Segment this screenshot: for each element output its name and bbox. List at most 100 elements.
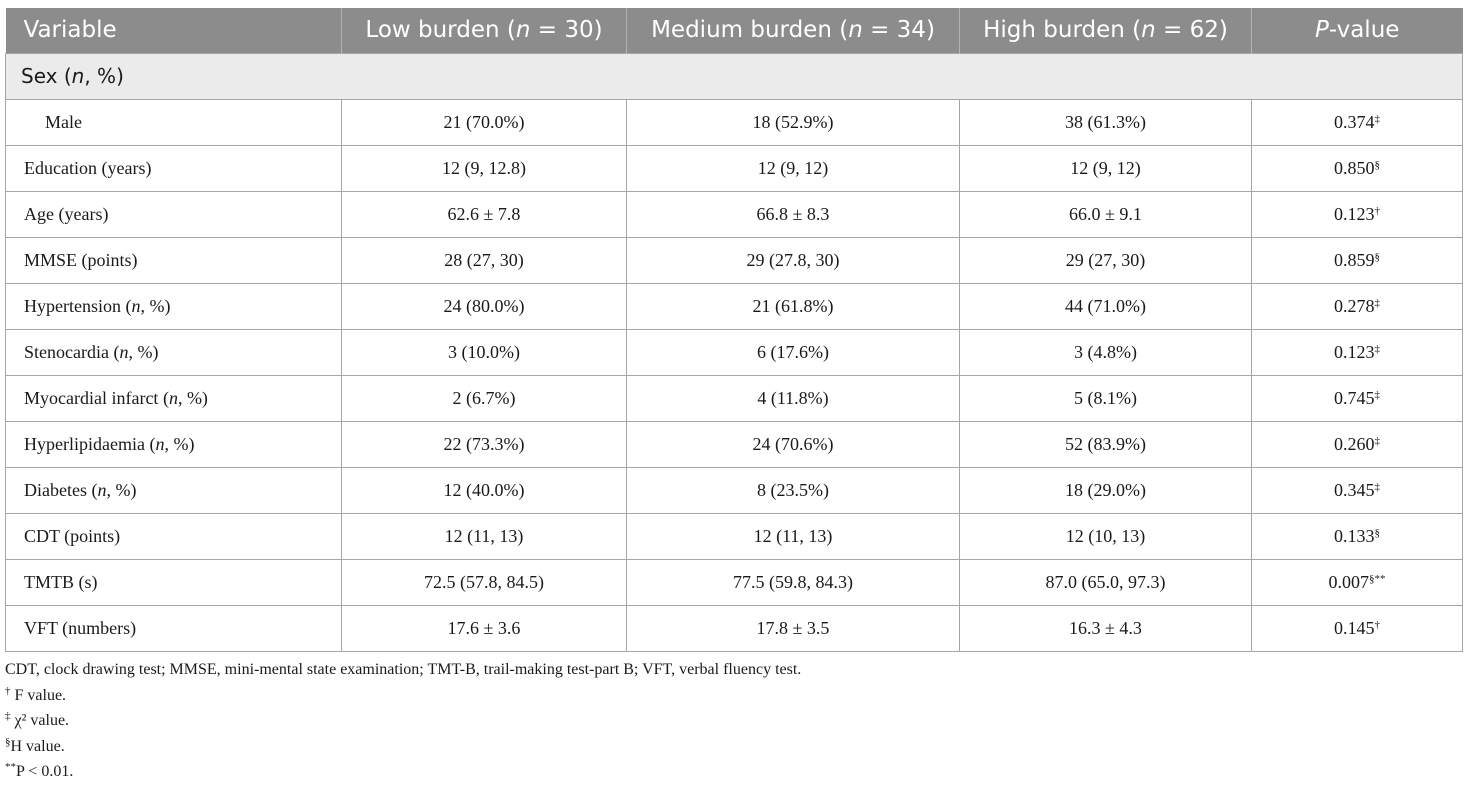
low-burden-cell: 28 (27, 30) (341, 236, 627, 284)
table-row: Education (years) 12 (9, 12.8) 12 (9, 12) 1… (5, 144, 1463, 192)
p-value-cell: 0.345‡ (1251, 466, 1463, 514)
variable-cell: TMTB (s) (5, 558, 342, 606)
p-value-cell: 0.850§ (1251, 144, 1463, 192)
p-value-cell: 0.123‡ (1251, 328, 1463, 376)
p-value-mark: ‡ (1374, 342, 1381, 355)
section-label: Sex (n, %) (5, 52, 1463, 100)
variable-cell: CDT (points) (5, 512, 342, 560)
footnote-mark: § (5, 735, 11, 748)
p-value-cell: 0.374‡ (1251, 98, 1463, 146)
medium-burden-cell: 24 (70.6%) (626, 420, 960, 468)
table-row: Diabetes (n, %) 12 (40.0%) 8 (23.5%) 18 (29… (5, 466, 1463, 514)
medium-burden-cell: 17.8 ± 3.5 (626, 604, 960, 652)
table-row: Male 21 (70.0%) 18 (52.9%) 38 (61.3%) 0.374‡ (5, 98, 1463, 146)
p-value-mark: ‡ (1374, 296, 1381, 309)
high-burden-cell: 44 (71.0%) (959, 282, 1252, 330)
header-medium-burden: Medium burden (n = 34) (626, 8, 960, 53)
data-table: Variable Low burden (n = 30) Medium burden… (5, 8, 1463, 652)
low-burden-cell: 22 (73.3%) (341, 420, 627, 468)
section-row-sex: Sex (n, %) (5, 52, 1463, 100)
footnote: **P < 0.01. (5, 761, 74, 781)
table-row: VFT (numbers) 17.6 ± 3.6 17.8 ± 3.5 16.3 ± … (5, 604, 1463, 652)
low-burden-cell: 72.5 (57.8, 84.5) (341, 558, 627, 606)
variable-cell: VFT (numbers) (5, 604, 342, 652)
p-value-mark: § (1374, 250, 1381, 263)
medium-burden-cell: 18 (52.9%) (626, 98, 960, 146)
header-variable: Variable (5, 8, 342, 53)
variable-cell: Male (5, 98, 342, 146)
high-burden-cell: 38 (61.3%) (959, 98, 1252, 146)
p-value-mark: ‡ (1374, 434, 1381, 447)
footnote-list: † F value. ‡ χ² value. §H value. **P < 0.01… (5, 683, 801, 785)
p-value-mark: † (1374, 618, 1381, 631)
medium-burden-cell: 6 (17.6%) (626, 328, 960, 376)
variable-cell: Stenocardia (n, %) (5, 328, 342, 376)
footnote-mark: ** (5, 761, 16, 773)
p-value-cell: 0.133§ (1251, 512, 1463, 560)
low-burden-cell: 2 (6.7%) (341, 374, 627, 422)
high-burden-cell: 3 (4.8%) (959, 328, 1252, 376)
table-row: Age (years) 62.6 ± 7.8 66.8 ± 8.3 66.0 ± 9.… (5, 190, 1463, 238)
low-burden-cell: 12 (11, 13) (341, 512, 627, 560)
medium-burden-cell: 4 (11.8%) (626, 374, 960, 422)
p-value-mark: ‡ (1374, 388, 1381, 401)
footnote: §H value. (5, 735, 65, 755)
variable-cell: Hyperlipidaemia (n, %) (5, 420, 342, 468)
footnote: ‡ χ² value. (5, 710, 70, 730)
high-burden-cell: 18 (29.0%) (959, 466, 1252, 514)
header-high-burden: High burden (n = 62) (959, 8, 1252, 53)
variable-cell: Myocardial infarct (n, %) (5, 374, 342, 422)
table-row: MMSE (points) 28 (27, 30) 29 (27.8, 30) 29 … (5, 236, 1463, 284)
medium-burden-cell: 29 (27.8, 30) (626, 236, 960, 284)
p-value-cell: 0.859§ (1251, 236, 1463, 284)
p-value-cell: 0.278‡ (1251, 282, 1463, 330)
low-burden-cell: 12 (9, 12.8) (341, 144, 627, 192)
high-burden-cell: 52 (83.9%) (959, 420, 1252, 468)
p-value-mark: § (1374, 526, 1381, 539)
medium-burden-cell: 77.5 (59.8, 84.3) (626, 558, 960, 606)
abbreviations-note: CDT, clock drawing test; MMSE, mini-ment… (5, 661, 802, 678)
p-value-cell: 0.007§** (1251, 558, 1463, 606)
p-value-mark: ‡ (1374, 112, 1381, 125)
header-row: Variable Low burden (n = 30) Medium burden… (5, 8, 1463, 53)
high-burden-cell: 12 (9, 12) (959, 144, 1252, 192)
variable-cell: Hypertension (n, %) (5, 282, 342, 330)
p-value-mark: ‡ (1374, 480, 1381, 493)
medium-burden-cell: 8 (23.5%) (626, 466, 960, 514)
variable-cell: Diabetes (n, %) (5, 466, 342, 514)
table-body: Sex (n, %) Male 21 (70.0%) 18 (52.9%) 38 (6… (5, 52, 1463, 652)
table-row: Hypertension (n, %) 24 (80.0%) 21 (61.8%) 4… (5, 282, 1463, 330)
p-value-cell: 0.260‡ (1251, 420, 1463, 468)
high-burden-cell: 16.3 ± 4.3 (959, 604, 1252, 652)
p-value-mark: § (1374, 158, 1381, 171)
low-burden-cell: 12 (40.0%) (341, 466, 627, 514)
p-value-cell: 0.745‡ (1251, 374, 1463, 422)
p-value-mark: † (1374, 204, 1381, 217)
variable-cell: MMSE (points) (5, 236, 342, 284)
variable-cell: Age (years) (5, 190, 342, 238)
table-footnotes: CDT, clock drawing test; MMSE, mini-ment… (5, 657, 801, 785)
medium-burden-cell: 66.8 ± 8.3 (626, 190, 960, 238)
low-burden-cell: 24 (80.0%) (341, 282, 627, 330)
low-burden-cell: 21 (70.0%) (341, 98, 627, 146)
p-value-cell: 0.123† (1251, 190, 1463, 238)
high-burden-cell: 5 (8.1%) (959, 374, 1252, 422)
footnote-mark: † (5, 684, 11, 697)
variable-cell: Education (years) (5, 144, 342, 192)
footnote: † F value. (5, 684, 67, 704)
table-row: Hyperlipidaemia (n, %) 22 (73.3%) 24 (70.6… (5, 420, 1463, 468)
low-burden-cell: 62.6 ± 7.8 (341, 190, 627, 238)
table-row: TMTB (s) 72.5 (57.8, 84.5) 77.5 (59.8, 84.… (5, 558, 1463, 606)
table-row: CDT (points) 12 (11, 13) 12 (11, 13) 12 (10… (5, 512, 1463, 560)
high-burden-cell: 66.0 ± 9.1 (959, 190, 1252, 238)
high-burden-cell: 29 (27, 30) (959, 236, 1252, 284)
header-p-value: P-value (1251, 8, 1463, 53)
table-row: Stenocardia (n, %) 3 (10.0%) 6 (17.6%) 3 (4… (5, 328, 1463, 376)
high-burden-cell: 12 (10, 13) (959, 512, 1252, 560)
table-row: Myocardial infarct (n, %) 2 (6.7%) 4 (11.8… (5, 374, 1463, 422)
footnote-mark: ‡ (5, 710, 11, 722)
medium-burden-cell: 21 (61.8%) (626, 282, 960, 330)
header-low-burden: Low burden (n = 30) (341, 8, 627, 53)
p-value-cell: 0.145† (1251, 604, 1463, 652)
high-burden-cell: 87.0 (65.0, 97.3) (959, 558, 1252, 606)
